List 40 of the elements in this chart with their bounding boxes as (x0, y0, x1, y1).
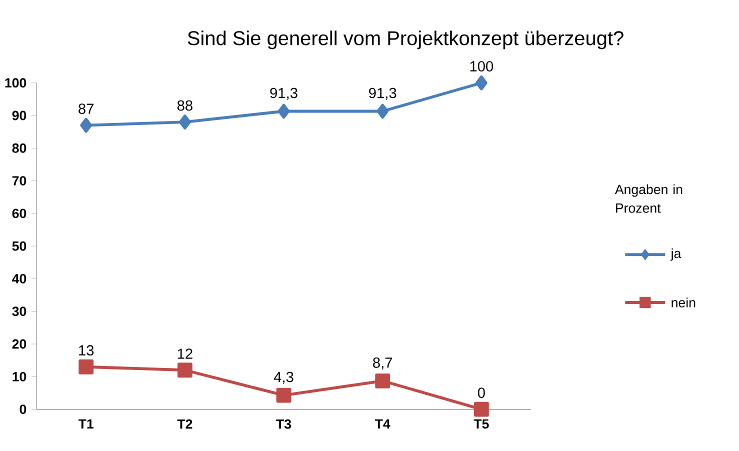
data-label: 12 (178, 348, 192, 359)
data-label: 4,3 (274, 372, 294, 384)
y-tick-label: 100 (5, 78, 26, 88)
y-tick-label: 90 (12, 110, 26, 120)
point (376, 104, 389, 119)
y-tick-label: 30 (12, 306, 26, 316)
x-tick-label: T4 (374, 419, 390, 428)
point (276, 388, 292, 403)
point (375, 373, 390, 388)
y-tick-label: 50 (12, 241, 26, 251)
point (80, 118, 92, 133)
y-tick-label: 60 (12, 208, 26, 218)
x-tick-label: T5 (474, 419, 489, 429)
data-label: 87 (78, 103, 94, 114)
x-tick-label: T1 (78, 419, 94, 428)
point (178, 114, 191, 130)
y-tick-label: 40 (12, 274, 26, 284)
data-label: 91,3 (369, 88, 396, 100)
legend-title: Angaben in Prozent (614, 184, 682, 213)
y-tick-label: 10 (12, 372, 26, 382)
legend-label: ja (670, 248, 682, 261)
y-tick-label: 80 (12, 143, 26, 153)
point (177, 362, 192, 378)
y-tick-label: 0 (20, 404, 26, 414)
point (474, 402, 489, 417)
data-label: 100 (470, 61, 494, 72)
data-label: 0 (478, 387, 485, 398)
legend-label: nein (672, 297, 696, 308)
y-tick-label: 20 (12, 339, 26, 349)
x-tick-label: T2 (177, 419, 192, 429)
y-tick-label: 70 (12, 176, 26, 186)
x-tick-label: T3 (276, 419, 292, 429)
data-label: 88 (177, 100, 192, 111)
data-label: 91,3 (270, 88, 298, 100)
data-label: 8,7 (373, 357, 392, 370)
point (278, 104, 290, 119)
point (475, 75, 488, 90)
point (78, 359, 94, 374)
chart-title: Sind Sie generell vom Projektkonzept überzeugt? (188, 30, 624, 50)
data-label: 13 (79, 345, 94, 356)
